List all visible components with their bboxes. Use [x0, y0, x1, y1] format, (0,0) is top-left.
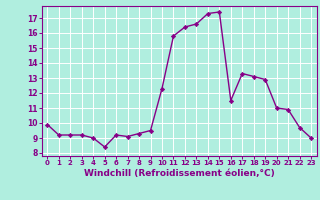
X-axis label: Windchill (Refroidissement éolien,°C): Windchill (Refroidissement éolien,°C) — [84, 169, 275, 178]
